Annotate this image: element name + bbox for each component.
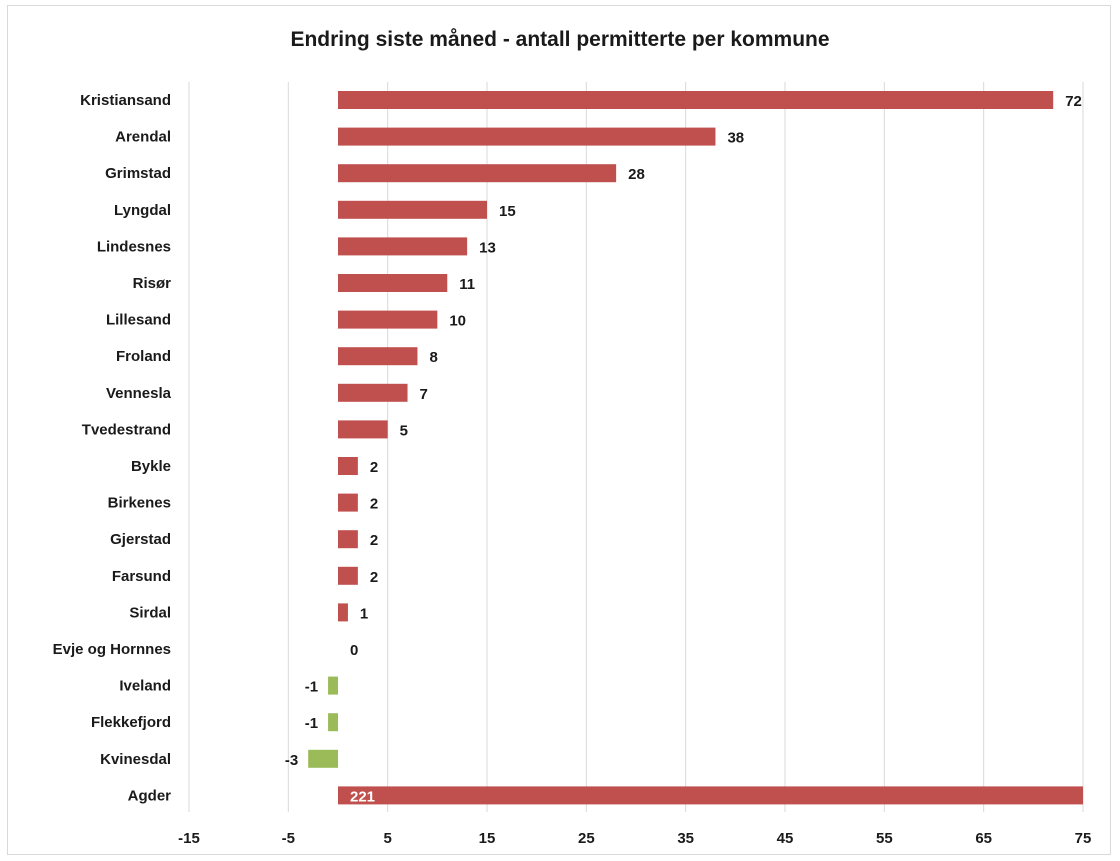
data-label: 2	[370, 569, 378, 586]
x-tick-label: 75	[1075, 830, 1092, 847]
category-label: Lyngdal	[114, 202, 171, 219]
data-label: 28	[628, 166, 645, 183]
category-label: Grimstad	[105, 165, 171, 182]
x-tick-label: 45	[777, 830, 794, 847]
category-label: Gjerstad	[110, 531, 171, 548]
data-label: 15	[499, 203, 516, 220]
category-label: Froland	[116, 348, 171, 365]
chart-frame	[7, 5, 1111, 855]
data-label: 0	[350, 642, 358, 659]
data-label: 1	[360, 605, 368, 622]
data-label: -1	[305, 679, 318, 696]
bar	[328, 713, 338, 732]
category-label: Lillesand	[106, 312, 171, 329]
bar	[338, 566, 358, 585]
data-label: -1	[305, 715, 318, 732]
data-label: 2	[370, 459, 378, 476]
category-label: Agder	[128, 787, 172, 804]
bar	[338, 91, 1054, 109]
x-tick-label: -15	[178, 830, 200, 847]
data-label: 72	[1065, 93, 1082, 110]
bar	[338, 383, 408, 402]
category-label: Iveland	[119, 678, 171, 695]
x-tick-label: -5	[282, 830, 295, 847]
data-label: 5	[400, 422, 408, 439]
data-label: 221	[350, 788, 375, 805]
data-label: 38	[727, 130, 744, 147]
bar	[338, 493, 358, 512]
bar	[308, 749, 338, 768]
category-label: Arendal	[115, 129, 171, 146]
data-label: 2	[370, 496, 378, 513]
bar	[338, 164, 617, 183]
category-label: Bykle	[131, 458, 171, 475]
x-tick-label: 5	[383, 830, 391, 847]
data-label: 8	[429, 349, 437, 366]
x-tick-label: 15	[479, 830, 496, 847]
category-label: Tvedestrand	[82, 421, 171, 438]
bar	[338, 457, 358, 475]
x-tick-label: 35	[677, 830, 694, 847]
category-label: Lindesnes	[97, 238, 171, 255]
bar	[328, 676, 338, 695]
category-label: Evje og Hornnes	[53, 641, 171, 658]
category-label: Risør	[133, 275, 172, 292]
category-label: Flekkefjord	[91, 714, 171, 731]
bar	[338, 530, 358, 549]
category-label: Birkenes	[108, 495, 171, 512]
category-label: Kvinesdal	[100, 751, 171, 768]
x-tick-label: 55	[876, 830, 893, 847]
x-tick-label: 65	[975, 830, 992, 847]
data-label: 13	[479, 239, 496, 256]
data-label: 10	[449, 313, 466, 330]
bar	[338, 237, 468, 256]
bar	[338, 786, 1083, 805]
bar	[338, 420, 388, 439]
chart-title: Endring siste måned - antall permitterte…	[290, 28, 830, 51]
bar	[338, 274, 448, 292]
bar	[338, 200, 487, 219]
category-label: Kristiansand	[80, 92, 171, 109]
category-label: Farsund	[112, 568, 171, 585]
category-label: Sirdal	[129, 604, 171, 621]
data-label: 7	[420, 386, 428, 403]
bar	[338, 127, 716, 146]
data-label: 11	[459, 276, 475, 293]
bar	[338, 347, 418, 366]
data-label: 2	[370, 532, 378, 549]
bar	[338, 603, 348, 622]
category-label: Vennesla	[106, 385, 172, 402]
x-tick-label: 25	[578, 830, 595, 847]
data-label: -3	[285, 752, 298, 769]
bar	[338, 310, 438, 329]
